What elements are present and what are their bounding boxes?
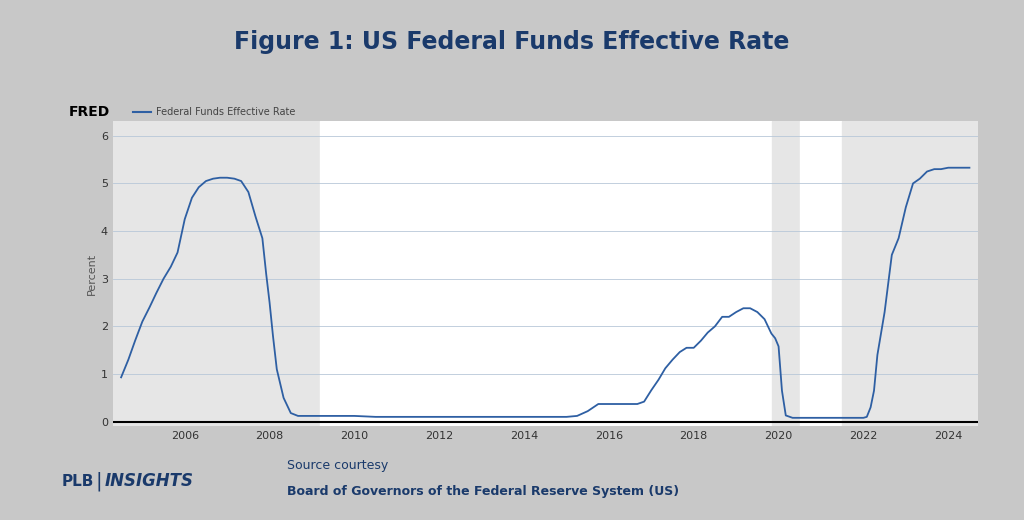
Text: FRED: FRED bbox=[69, 105, 110, 119]
Bar bbox=[772, 122, 800, 426]
Bar bbox=[800, 122, 842, 426]
Bar bbox=[267, 122, 321, 426]
Text: INSIGHTS: INSIGHTS bbox=[104, 472, 194, 490]
Text: Figure 1: US Federal Funds Effective Rate: Figure 1: US Federal Funds Effective Rat… bbox=[234, 30, 790, 54]
Text: Federal Funds Effective Rate: Federal Funds Effective Rate bbox=[156, 107, 295, 116]
Bar bbox=[842, 122, 978, 426]
Y-axis label: Percent: Percent bbox=[86, 253, 96, 295]
Text: |: | bbox=[95, 471, 101, 491]
Bar bbox=[113, 122, 267, 426]
Bar bbox=[321, 122, 772, 426]
Text: Board of Governors of the Federal Reserve System (US): Board of Governors of the Federal Reserv… bbox=[287, 485, 679, 498]
Text: PLB: PLB bbox=[61, 474, 94, 488]
Text: Source courtesy: Source courtesy bbox=[287, 459, 388, 472]
